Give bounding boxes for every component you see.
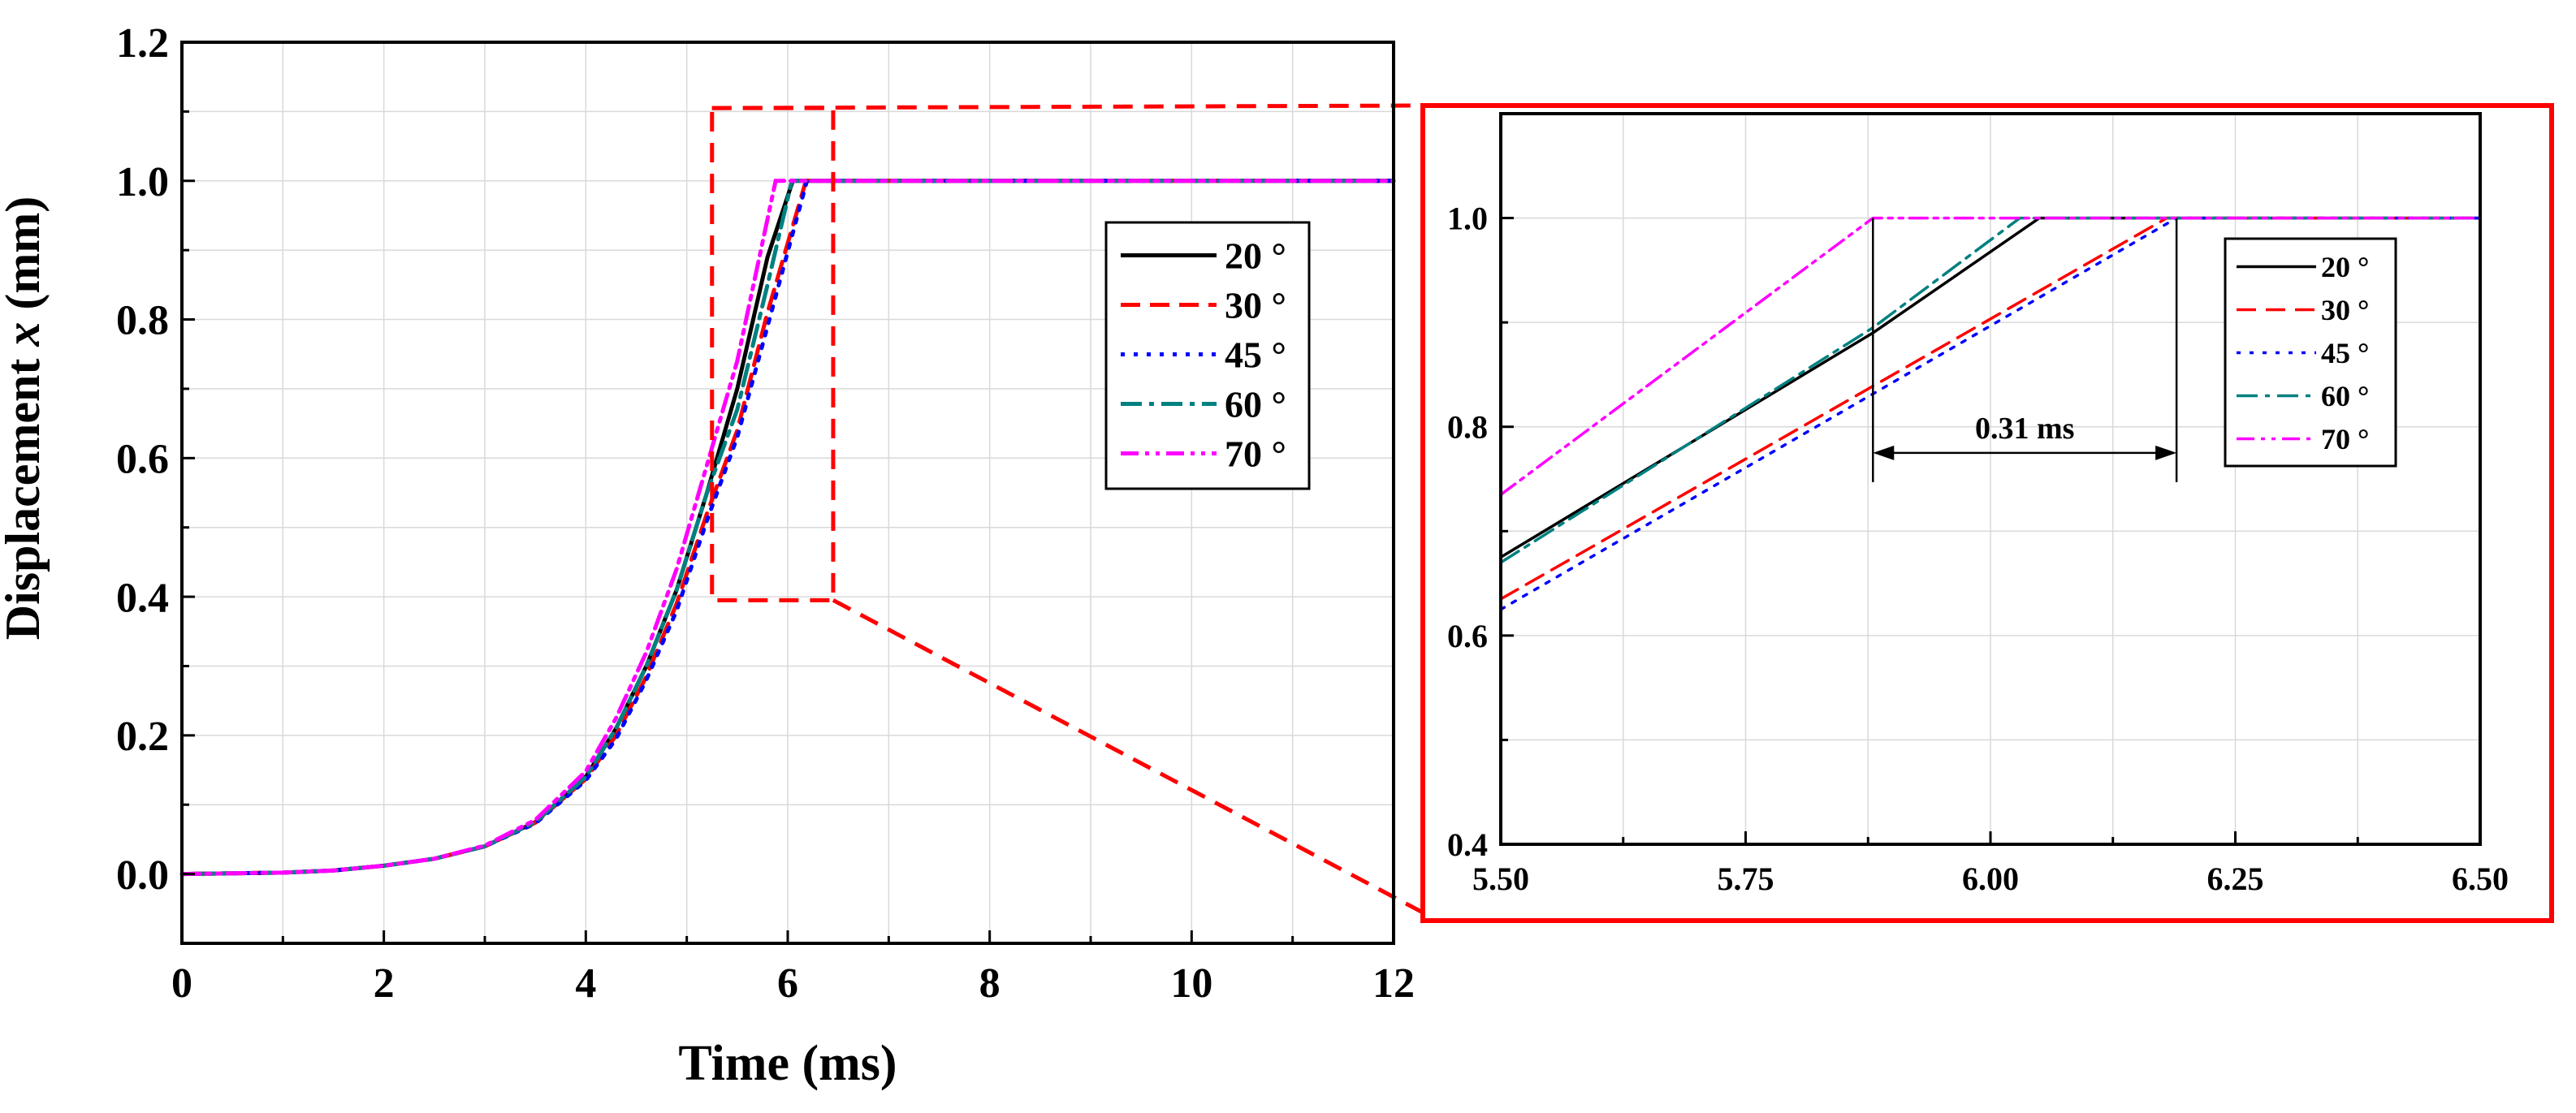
main-y-tick-label: 1.0	[116, 159, 169, 205]
main-y-tick-label: 0.8	[116, 298, 169, 344]
main-legend-label-1: 30 °	[1225, 285, 1286, 326]
main-legend-frame	[1104, 221, 1311, 490]
inset-chart-legend: 20 ° 30 ° 45 ° 60 ° 70 °	[2224, 237, 2397, 468]
inset-x-tick-label: 5.75	[1718, 861, 1774, 897]
inset-annotation: 0.31 ms	[1872, 218, 2178, 482]
main-legend-label-4: 70 °	[1225, 434, 1286, 475]
inset-legend-label-1: 30 °	[2321, 294, 2369, 326]
main-legend-label-2: 45 °	[1225, 334, 1286, 376]
main-y-axis-title-suffix: (mm)	[0, 196, 50, 322]
main-y-axis-title-variable: x	[0, 322, 50, 347]
annotation-arrowhead-right	[2155, 445, 2177, 460]
main-y-tick-label: 0.2	[116, 714, 169, 760]
main-chart-tick-labels: 0 2 4 6 8 10 12 0.0 0.2 0.4 0.6 0.8 1.0 1.2	[116, 20, 1415, 1007]
inset-x-tick-label: 6.50	[2452, 861, 2509, 897]
main-series-line-4	[179, 179, 1396, 877]
main-chart-legend: 20 ° 30 ° 45 ° 60 ° 70 °	[1104, 221, 1311, 490]
main-chart-axes	[180, 41, 1395, 945]
main-y-tick-label: 1.2	[116, 20, 169, 67]
inset-series-line-3	[1499, 216, 2482, 564]
main-y-tick-label: 0.6	[116, 437, 169, 483]
main-y-tick-label: 0.4	[116, 575, 169, 621]
main-chart-series	[179, 179, 1396, 877]
main-x-axis-title: Time (ms)	[678, 1036, 897, 1091]
inset-chart-tick-labels: 5.50 5.75 6.00 6.25 6.50 0.4 0.6 0.8 1.0	[1447, 201, 2509, 897]
zoom-callout	[710, 103, 2554, 923]
inset-legend-label-3: 60 °	[2321, 380, 2369, 412]
inset-chart-axes	[1499, 112, 2482, 846]
inset-outer-frame	[1420, 103, 2554, 923]
inset-x-tick-label: 5.50	[1472, 861, 1529, 897]
annotation-label: 0.31 ms	[1975, 412, 2074, 446]
zoom-connector-bottom	[832, 598, 1424, 915]
inset-legend-label-0: 20 °	[2321, 251, 2369, 283]
zoom-connector-top	[711, 103, 1424, 110]
main-legend-label-3: 60 °	[1225, 384, 1286, 425]
inset-y-tick-label: 0.8	[1447, 409, 1488, 446]
main-legend-label-0: 20 °	[1225, 235, 1286, 277]
main-x-tick-label: 10	[1170, 960, 1212, 1007]
inset-y-tick-label: 0.4	[1447, 826, 1488, 863]
main-y-axis-title: Displacement x (mm)	[0, 196, 50, 641]
main-y-axis-title-prefix: Displacement	[0, 347, 50, 641]
main-y-tick-label: 0.0	[116, 852, 169, 899]
main-x-tick-label: 12	[1372, 960, 1415, 1007]
inset-legend-label-2: 45 °	[2321, 337, 2369, 369]
inset-legend-label-4: 70 °	[2321, 423, 2369, 455]
inset-x-tick-label: 6.25	[2207, 861, 2264, 897]
main-x-tick-label: 8	[979, 960, 1001, 1007]
inset-y-tick-label: 1.0	[1447, 201, 1488, 237]
inset-x-tick-label: 6.00	[1962, 861, 2019, 897]
main-x-tick-label: 0	[171, 960, 192, 1007]
inset-chart-grid	[1501, 114, 2480, 844]
annotation-arrowhead-left	[1873, 445, 1895, 460]
main-series-line-2	[179, 179, 1396, 877]
main-x-tick-label: 2	[374, 960, 395, 1007]
main-x-tick-label: 4	[575, 960, 596, 1007]
main-x-tick-label: 6	[777, 960, 798, 1007]
inset-y-tick-label: 0.6	[1447, 618, 1488, 654]
